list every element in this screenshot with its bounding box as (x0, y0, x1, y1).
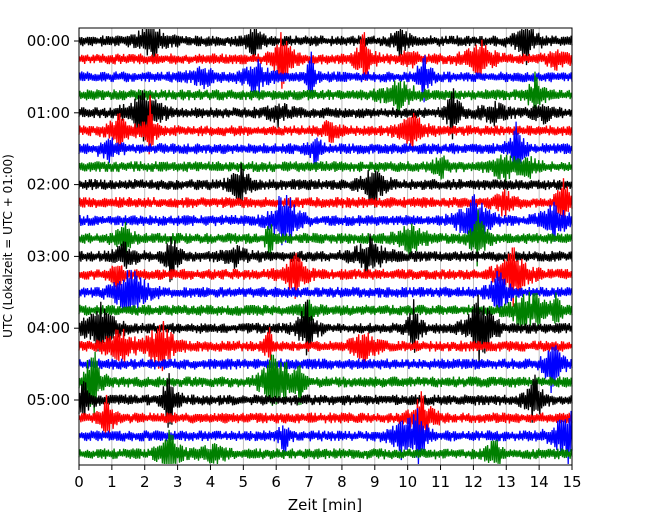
trace-line (78, 28, 573, 66)
x-tick-label: 9 (370, 473, 380, 491)
x-tick-label: 13 (497, 473, 516, 491)
x-tick-label: 7 (304, 473, 314, 491)
trace-line (78, 247, 573, 308)
trace-line (78, 32, 573, 89)
trace-line (78, 178, 573, 230)
trace-line (78, 194, 573, 249)
x-axis-label: Zeit [min] (288, 496, 362, 514)
x-tick-label: 5 (239, 473, 249, 491)
x-tick-label: 10 (398, 473, 417, 491)
trace-line (78, 51, 573, 103)
trace-line (78, 429, 573, 465)
x-tick-label: 2 (140, 473, 150, 491)
x-tick-label: 3 (173, 473, 183, 491)
x-tick-label: 12 (464, 473, 483, 491)
y-tick-label: 02:00 (27, 176, 70, 194)
y-tick-label: 00:00 (27, 32, 70, 50)
trace-line (78, 408, 573, 465)
y-tick-label: 03:00 (27, 247, 70, 265)
trace-line (78, 88, 573, 142)
trace-line (78, 71, 573, 117)
trace-line (78, 154, 573, 183)
trace-line (78, 209, 573, 267)
y-axis-ticks: 00:00 01:00 02:00 03:00 04:00 05:00 (27, 32, 79, 409)
x-tick-label: 1 (107, 473, 117, 491)
trace-line (78, 351, 573, 415)
x-tick-label: 14 (530, 473, 549, 491)
x-axis-ticks: 0 1 2 3 4 5 6 7 8 9 10 11 12 13 14 15 (74, 465, 582, 491)
trace-line (78, 95, 573, 155)
plot-background (79, 28, 572, 465)
x-tick-label: 15 (562, 473, 581, 491)
y-tick-label: 05:00 (27, 391, 70, 409)
seismic-traces (78, 28, 573, 465)
trace-line (78, 269, 573, 314)
x-tick-label: 4 (206, 473, 216, 491)
y-tick-label: 04:00 (27, 319, 70, 337)
trace-line (78, 345, 573, 394)
plot-frame (78, 27, 573, 466)
trace-line (78, 294, 573, 365)
trace-line (78, 320, 573, 372)
x-tick-label: 0 (74, 473, 84, 491)
trace-line (78, 391, 573, 440)
trace-line (78, 121, 573, 171)
trace-line (78, 291, 573, 330)
x-tick-label: 11 (431, 473, 450, 491)
trace-line (78, 233, 573, 283)
trace-line (78, 373, 573, 428)
y-tick-label: 01:00 (27, 104, 70, 122)
x-tick-label: 6 (271, 473, 281, 491)
trace-line (78, 162, 573, 208)
y-axis-label: UTC (Lokalzeit = UTC + 01:00) (1, 154, 15, 338)
x-tick-label: 8 (337, 473, 347, 491)
